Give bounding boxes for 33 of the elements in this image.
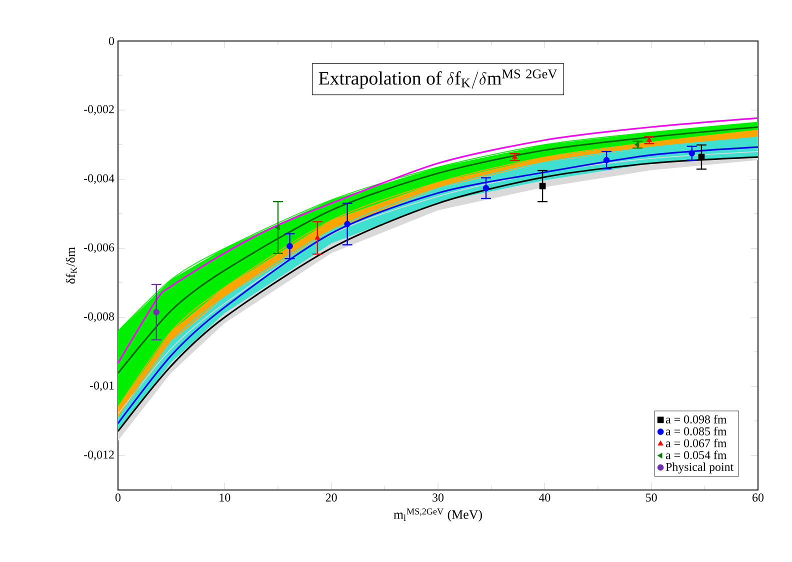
legend-label: a = 0.054 fm: [666, 450, 727, 460]
y-tick-label: -0,002: [84, 105, 114, 115]
x-tick-label: 20: [326, 494, 337, 502]
point: [688, 150, 696, 156]
x-tick-label: 0: [115, 494, 121, 502]
x-tick-label: 40: [538, 494, 550, 502]
point: [539, 182, 546, 190]
point: [512, 154, 518, 159]
x-tick-label: 30: [432, 494, 444, 502]
y-tick-label: -0,008: [84, 312, 114, 322]
point: [698, 154, 705, 160]
legend-label: a = 0.098 fm: [666, 414, 727, 424]
point: [286, 242, 293, 250]
text: $\mathrm{Extrapolation\ of\ }\delta \mathrm{f}_{\mathrm{K}}/\delta \mathrm{m}^{\mathrm{MS\ 2GeV}}$: [318, 70, 558, 89]
x-tick-label: 50: [646, 494, 657, 502]
legend-label: Physical point: [666, 462, 734, 474]
y-tick-label: -0,012: [84, 450, 114, 460]
y-tick-label: -0,006: [84, 243, 114, 254]
x-axis-title: m$_{l}$$^{MS,2GeV}$ (MeV): [394, 508, 482, 522]
y-tick-label: 0: [108, 36, 114, 46]
legend-label: a = 0.085 fm: [666, 426, 727, 436]
x-tick-label: 10: [220, 494, 230, 502]
y-axis-title: δf$_{K}$/δm: [66, 247, 77, 284]
point: [603, 156, 610, 164]
point: [482, 184, 490, 192]
point: [153, 308, 160, 316]
legend-label: a = 0.067 fm: [666, 438, 727, 448]
point: [344, 220, 351, 228]
y-tick-label: -0,004: [84, 174, 114, 184]
y-tick-label: -0,01: [90, 381, 114, 392]
point: [274, 224, 280, 230]
point: [634, 142, 640, 148]
x-tick-label: 60: [752, 494, 764, 502]
